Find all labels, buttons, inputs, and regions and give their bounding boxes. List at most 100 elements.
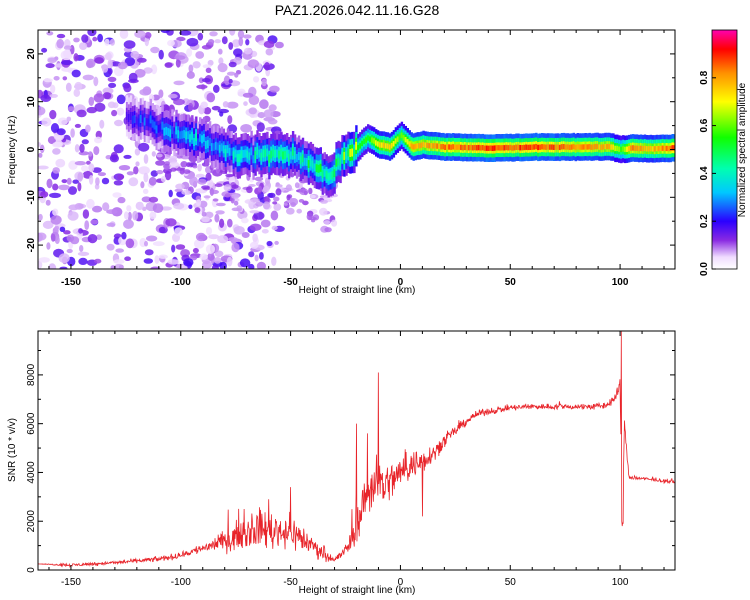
spectrogram-noise-blob bbox=[72, 179, 79, 184]
spectrogram-noise-blob bbox=[207, 179, 214, 188]
colorbar: 0.0 0.2 0.4 0.6 0.8 Normalized spectral ampl… bbox=[699, 29, 748, 276]
spectrogram-ridge-cell bbox=[452, 144, 455, 150]
spectrogram-noise-blob bbox=[211, 105, 221, 111]
spectrogram-ridge-cell bbox=[335, 158, 338, 167]
spectrogram-noise-blob bbox=[38, 260, 43, 269]
spectrogram-ridge-cell bbox=[373, 138, 376, 144]
spectrogram-ridge-cell bbox=[428, 143, 431, 149]
spectrogram-ridge-cell bbox=[361, 140, 364, 147]
spectrogram-noise-blob bbox=[183, 258, 194, 267]
spectrogram-noise-blob bbox=[217, 108, 229, 114]
snr-xtick-label: -100 bbox=[171, 577, 191, 588]
spectrogram-noise-blob bbox=[110, 265, 116, 269]
spectrogram-ridge-cell bbox=[527, 144, 530, 151]
spectrogram-noise-blob bbox=[123, 40, 136, 49]
spectrogram-noise-blob bbox=[74, 161, 87, 166]
spectrogram-ridge-cell bbox=[212, 143, 216, 152]
spectrogram-noise-blob bbox=[40, 94, 52, 103]
spectrogram-noise-blob bbox=[74, 81, 83, 91]
spectrogram-ridge-cell bbox=[562, 144, 566, 150]
spectrogram-ridge-cell bbox=[556, 144, 560, 150]
spectrogram-ridge-cell bbox=[408, 141, 411, 147]
spectrogram-ridge-cell bbox=[169, 129, 172, 138]
spectrogram-ridge-cell bbox=[129, 112, 133, 120]
spectrogram-ytick-label: -20 bbox=[26, 237, 37, 252]
spectrogram-ridge-cell bbox=[473, 144, 477, 151]
spectrogram-noise-blob bbox=[245, 39, 250, 46]
spectrogram-noise-blob bbox=[106, 243, 115, 251]
spectrogram-noise-blob bbox=[249, 210, 260, 214]
spectrogram-noise-blob bbox=[214, 213, 220, 223]
spectrogram-ridge-cell bbox=[499, 145, 502, 151]
spectrogram-ridge-cell bbox=[519, 145, 522, 151]
spectrogram-ridge-cell bbox=[612, 144, 615, 150]
spectrogram-noise-blob bbox=[91, 167, 102, 174]
spectrogram-ridge-cell bbox=[592, 144, 595, 150]
spectrogram-noise-blob bbox=[202, 64, 212, 69]
snr-xlabel: Height of straight line (km) bbox=[299, 585, 416, 596]
spectrogram-ridge-cell bbox=[469, 144, 473, 151]
spectrogram-ridge-cell bbox=[614, 145, 617, 152]
spectrogram-noise-blob bbox=[273, 203, 282, 211]
spectrogram-noise-blob bbox=[155, 160, 166, 166]
spectrogram-noise-blob bbox=[49, 109, 57, 120]
spectrogram-noise-blob bbox=[273, 196, 280, 202]
spectrogram-noise-blob bbox=[47, 57, 57, 63]
spectrogram-noise-blob bbox=[59, 226, 66, 232]
spectrogram-ridge-cell bbox=[531, 144, 534, 150]
spectrogram-noise-blob bbox=[95, 177, 100, 186]
spectrogram-noise-blob bbox=[73, 53, 79, 62]
spectrogram-noise-blob bbox=[63, 49, 72, 59]
spectrogram-ridge-cell bbox=[159, 123, 162, 132]
colorbar-tick-label: 0.6 bbox=[699, 118, 710, 132]
spectrogram-ridge-cell bbox=[461, 145, 465, 151]
spectrogram-xtick-label: -150 bbox=[61, 277, 81, 288]
spectrogram-noise-blob bbox=[107, 68, 113, 75]
spectrogram-ridge-cell bbox=[400, 132, 404, 139]
spectrogram-noise-blob bbox=[267, 118, 278, 125]
spectrogram-noise-blob bbox=[40, 191, 49, 198]
spectrogram-noise-blob bbox=[169, 156, 178, 161]
spectrogram-noise-blob bbox=[168, 189, 173, 198]
spectrogram-ridge-cell bbox=[244, 149, 247, 158]
spectrogram-ridge-cell bbox=[234, 149, 237, 158]
spectrogram-noise-blob bbox=[119, 30, 129, 39]
spectrogram-noise-blob bbox=[197, 32, 204, 41]
spectrogram-noise-blob bbox=[92, 205, 103, 213]
spectrogram-noise-blob bbox=[264, 177, 271, 185]
spectrogram-ridge-cell bbox=[590, 144, 593, 150]
spectrogram-noise-blob bbox=[158, 226, 166, 234]
spectrogram-ridge-cell bbox=[574, 144, 577, 151]
spectrogram-ridge-cell bbox=[274, 150, 277, 158]
spectrogram-ridge-cell bbox=[311, 160, 315, 169]
spectrogram-noise-blob bbox=[224, 193, 231, 198]
spectrogram-noise-blob bbox=[242, 92, 254, 98]
snr-ytick-label: 2000 bbox=[26, 510, 37, 533]
spectrogram-noise-blob bbox=[319, 207, 328, 216]
spectrogram-ridge-cell bbox=[501, 145, 504, 151]
spectrogram-noise-blob bbox=[271, 256, 277, 266]
spectrogram-noise-blob bbox=[93, 76, 99, 87]
spectrogram-ridge-cell bbox=[485, 145, 489, 151]
spectrogram-ridge-cell bbox=[125, 111, 129, 120]
spectrogram-noise-blob bbox=[223, 75, 231, 86]
spectrogram-noise-blob bbox=[158, 254, 168, 259]
spectrogram-noise-blob bbox=[226, 101, 239, 109]
spectrogram-ridge-cell bbox=[280, 148, 283, 157]
spectrogram-ridge-cell bbox=[552, 144, 556, 150]
spectrogram-noise-blob bbox=[123, 83, 132, 93]
spectrogram-noise-blob bbox=[231, 184, 239, 189]
spectrogram-ridge-cell bbox=[181, 130, 184, 139]
spectrogram-ridge-cell bbox=[371, 137, 374, 143]
spectrogram-noise-blob bbox=[150, 46, 160, 54]
spectrogram-ridge-cell bbox=[325, 170, 328, 179]
spectrogram-ridge-cell bbox=[323, 168, 326, 177]
spectrogram-noise-blob bbox=[135, 161, 140, 167]
spectrogram-ytick-label: 20 bbox=[26, 48, 37, 60]
spectrogram-noise-blob bbox=[125, 238, 135, 249]
spectrogram-noise-blob bbox=[68, 204, 80, 211]
spectrogram-noise-blob bbox=[144, 240, 148, 247]
spectrogram-noise-blob bbox=[232, 39, 241, 48]
snr-panel: -150 -100 -50 0 50 100 0 2000 4000 6000 8000 Heigh… bbox=[7, 330, 676, 596]
spectrogram-ridge-cell bbox=[309, 158, 313, 167]
